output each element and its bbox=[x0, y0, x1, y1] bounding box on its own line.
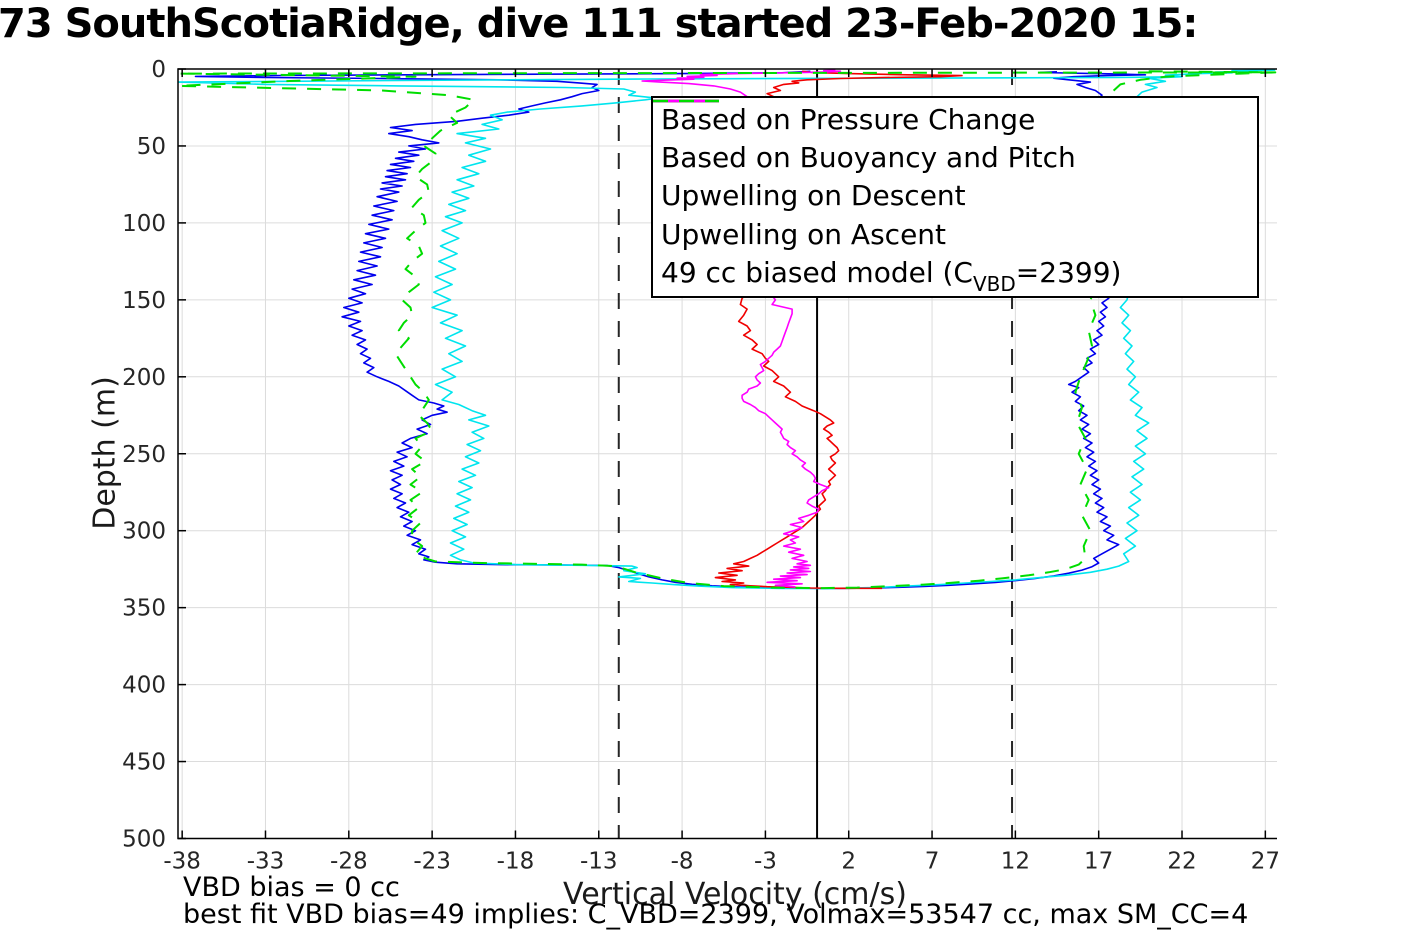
x-tick-label: 22 bbox=[1167, 849, 1196, 875]
x-axis-label: Vertical Velocity (cm/s) bbox=[563, 877, 907, 912]
legend-item-upwelling-descent: Upwelling on Descent bbox=[653, 99, 1257, 214]
y-tick-label: 400 bbox=[122, 673, 166, 699]
x-tick-label: 17 bbox=[1084, 849, 1113, 875]
y-tick-label: 250 bbox=[122, 442, 166, 468]
legend-label: Upwelling on Descent bbox=[661, 179, 966, 213]
x-tick-label: -33 bbox=[247, 849, 285, 875]
legend-item-biased-model: 49 cc biased model (CVBD=2399) bbox=[653, 99, 1257, 296]
legend-label: 49 cc biased model (CVBD=2399) bbox=[661, 255, 1122, 296]
legend-item-buoyancy-pitch: Based on Buoyancy and Pitch bbox=[653, 99, 1257, 176]
x-tick-label: 27 bbox=[1251, 849, 1280, 875]
x-tick-label: -8 bbox=[671, 849, 694, 875]
legend-label: Upwelling on Ascent bbox=[661, 217, 947, 251]
y-tick-label: 100 bbox=[122, 211, 166, 237]
annotation-best-fit: best fit VBD bias=49 implies: C_VBD=2399… bbox=[183, 899, 1249, 930]
x-tick-label: -23 bbox=[413, 849, 451, 875]
legend-line-green-dashed-icon bbox=[653, 99, 719, 103]
series-line bbox=[178, 70, 1277, 590]
y-tick-label: 450 bbox=[122, 750, 166, 776]
y-tick-label: 300 bbox=[122, 519, 166, 545]
x-tick-label: -18 bbox=[497, 849, 535, 875]
y-tick-label: 0 bbox=[151, 57, 166, 83]
x-tick-label: 7 bbox=[925, 849, 940, 875]
y-tick-label: 50 bbox=[137, 134, 166, 160]
y-tick-label: 500 bbox=[122, 827, 166, 853]
y-axis-label: Depth (m) bbox=[87, 376, 123, 530]
x-tick-label: 2 bbox=[841, 849, 856, 875]
annotation-vbd-bias: VBD bias = 0 cc bbox=[183, 872, 400, 903]
y-tick-label: 350 bbox=[122, 596, 166, 622]
chart-title: 73 SouthScotiaRidge, dive 111 started 23… bbox=[0, 1, 1198, 47]
y-tick-label: 200 bbox=[122, 365, 166, 391]
series-line bbox=[178, 69, 1276, 590]
legend-label-subscript: VBD bbox=[972, 271, 1016, 296]
legend-label: Based on Buoyancy and Pitch bbox=[661, 141, 1076, 175]
legend-label: Based on Pressure Change bbox=[661, 103, 1036, 137]
legend: Based on Pressure Change Based on Buoyan… bbox=[651, 96, 1259, 298]
y-tick-label: 150 bbox=[122, 288, 166, 314]
x-tick-label: -13 bbox=[580, 849, 618, 875]
legend-item-pressure-change: Based on Pressure Change bbox=[653, 99, 1257, 138]
x-tick-label: -38 bbox=[163, 849, 201, 875]
x-tick-label: -3 bbox=[754, 849, 777, 875]
legend-item-upwelling-ascent: Upwelling on Ascent bbox=[653, 99, 1257, 253]
x-tick-label: 12 bbox=[1001, 849, 1030, 875]
x-tick-label: -28 bbox=[330, 849, 368, 875]
